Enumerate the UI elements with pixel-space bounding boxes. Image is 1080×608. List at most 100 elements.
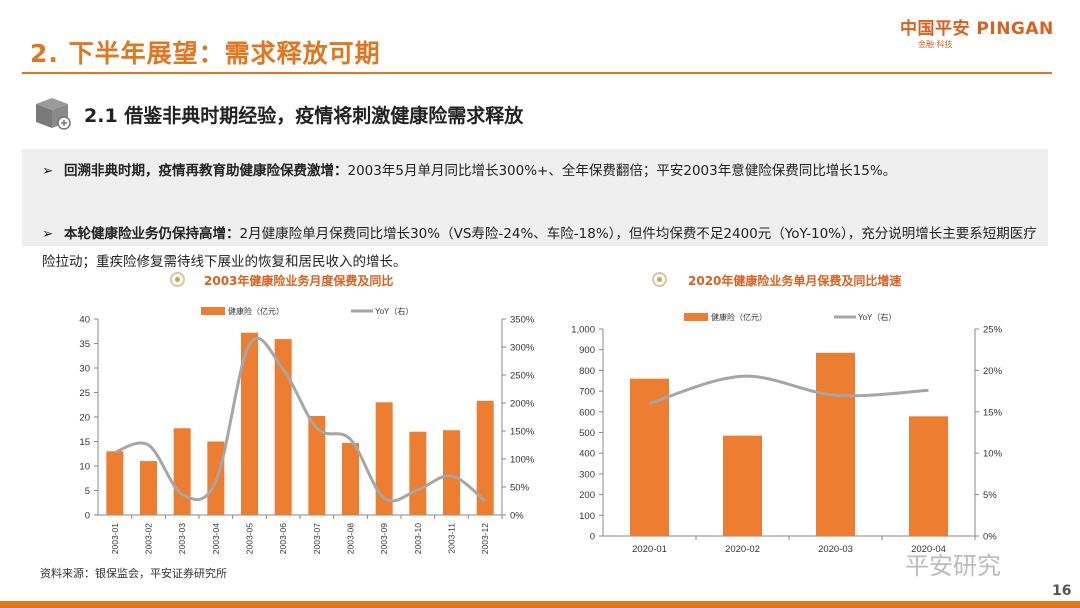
y2-tick-label: 250% <box>510 371 535 382</box>
bullet-2-text: 2月健康险单月保费同比增长30%（VS寿险-24%、车险-18%），但件均保费不… <box>42 226 1037 270</box>
arrow-bullet-icon: ➢ <box>42 226 54 242</box>
logo-cn: 中国平安 <box>900 19 970 39</box>
y2-tick-label: 300% <box>510 343 535 354</box>
bar-2003-03 <box>173 428 191 515</box>
y-tick-label: 600 <box>579 407 595 418</box>
y-tick-label: 20 <box>79 413 90 424</box>
bar-2003-07 <box>308 416 326 515</box>
y2-tick-label: 350% <box>510 315 535 326</box>
chart-2003: 0 5 10 15 20 25 30 35 40 0% 50% 100% 150% 200% 250% 300… <box>79 306 535 554</box>
y-tick-label: 900 <box>579 345 595 356</box>
x-tick-label: 2003-06 <box>278 523 288 554</box>
x-tick-label: 2003-08 <box>346 523 356 554</box>
bar-2003-06 <box>274 339 292 515</box>
bar-2003-01 <box>106 451 124 515</box>
page-title: 2. 下半年展望：需求释放可期 <box>30 39 381 68</box>
section-subheading: 2.1 借鉴非典时期经验，疫情将刺激健康险需求释放 <box>84 105 524 127</box>
chart-title-bullet-icon <box>170 272 185 287</box>
x-tick-label: 2003-12 <box>480 523 490 554</box>
x-tick-label: 2003-03 <box>177 523 187 554</box>
bullet-1: ➢ 回溯非典时期，疫情再教育助健康险保费激增：2003年5月单月同比增长300%+… <box>42 157 1042 185</box>
bullet-2: ➢ 本轮健康险业务仍保持高增：2月健康险单月保费同比增长30%（VS寿险-24%、… <box>42 220 1042 276</box>
source-note: 资料来源：银保监会，平安证券研究所 <box>40 567 227 580</box>
y2-tick-label: 20% <box>983 366 1003 377</box>
yoy-line <box>114 336 487 503</box>
y2-tick-label: 150% <box>510 427 535 438</box>
bar-2003-11 <box>443 430 460 515</box>
bar-2003-02 <box>140 461 157 515</box>
y-tick-label: 5 <box>85 486 90 497</box>
yoy-line <box>649 374 929 405</box>
legend-bar-label: 健康险（亿元） <box>711 312 767 322</box>
y-tick-label: 0 <box>85 511 90 522</box>
y-tick-label: 200 <box>579 490 595 501</box>
x-tick-label: 2003-05 <box>245 523 255 554</box>
y-tick-label: 700 <box>579 387 595 398</box>
x-tick-label: 2020-04 <box>911 544 946 555</box>
y-tick-label: 35 <box>79 339 90 350</box>
bar-2020-02 <box>723 435 762 536</box>
y-tick-label: 30 <box>79 364 90 375</box>
y2-tick-label: 0% <box>983 532 997 543</box>
x-tick-label: 2020-02 <box>725 544 760 555</box>
bullet-1-text: 2003年5月单月同比增长300%+、全年保费翻倍；平安2003年意健险保费同比… <box>347 163 897 179</box>
y-tick-label: 500 <box>579 428 595 439</box>
bullet-2-heading: 本轮健康险业务仍保持高增： <box>64 226 240 242</box>
legend-bar-swatch <box>684 313 708 321</box>
chart1-title: 2003年健康险业务月度保费及同比 <box>204 274 394 288</box>
y2-tick-label: 100% <box>510 455 535 466</box>
y-tick-label: 100 <box>579 511 595 522</box>
y-tick-label: 0 <box>590 532 595 543</box>
bar-2003-12 <box>476 400 494 515</box>
y2-tick-label: 15% <box>983 407 1003 418</box>
summary-box <box>22 149 1048 246</box>
y-tick-label: 15 <box>79 437 90 448</box>
x-tick-label: 2003-01 <box>110 523 120 554</box>
y-tick-label: 10 <box>79 462 90 473</box>
bar-2003-09 <box>375 402 393 515</box>
y-tick-label: 800 <box>579 366 595 377</box>
bar-2003-10 <box>409 431 427 515</box>
y-tick-label: 40 <box>79 315 90 326</box>
logo-en: PINGAN <box>976 19 1054 39</box>
x-tick-label: 2020-01 <box>632 544 667 555</box>
x-tick-label: 2003-04 <box>211 523 221 554</box>
y-tick-label: 25 <box>79 388 90 399</box>
bar-2020-03 <box>816 352 855 536</box>
legend-line-label: YoY（右） <box>375 306 413 316</box>
chart-2020: 0 100 200 300 400 500 600 700 800 900 1,000 0% 5% 10%… <box>571 312 1003 555</box>
arrow-bullet-icon: ➢ <box>42 163 54 179</box>
bottom-bar <box>0 601 1080 608</box>
x-tick-label: 2003-11 <box>447 523 457 554</box>
chart-title-bullet-icon <box>652 272 667 287</box>
y2-tick-label: 200% <box>510 399 535 410</box>
x-tick-label: 2003-09 <box>379 523 389 554</box>
x-tick-label: 2020-03 <box>818 544 853 555</box>
y2-tick-label: 5% <box>983 490 997 501</box>
page-number: 16 <box>1052 583 1072 599</box>
pingan-logo: 中国平安 PINGAN 金融·科技 <box>900 14 1054 50</box>
y2-tick-label: 50% <box>510 483 530 494</box>
chart2-title: 2020年健康险业务单月保费及同比增速 <box>688 274 902 288</box>
x-tick-label: 2003-07 <box>312 523 322 554</box>
y2-tick-label: 25% <box>983 325 1003 336</box>
legend-line-label: YoY（右） <box>858 312 896 322</box>
bullet-1-heading: 回溯非典时期，疫情再教育助健康险保费激增： <box>64 163 348 179</box>
box-icon <box>36 98 71 130</box>
y2-tick-label: 0% <box>510 511 524 522</box>
bar-2003-08 <box>342 442 359 515</box>
y2-tick-label: 10% <box>983 449 1003 460</box>
bar-2003-05 <box>241 332 258 515</box>
logo-sub: 金融·科技 <box>918 40 953 49</box>
x-tick-label: 2003-02 <box>144 523 154 554</box>
bar-2020-04 <box>909 416 948 536</box>
watermark: 平安研究 <box>905 552 1001 580</box>
y-tick-label: 1,000 <box>571 325 595 336</box>
legend-bar-label: 健康险（亿元） <box>228 306 284 316</box>
y-tick-label: 300 <box>579 469 595 480</box>
legend-bar-swatch <box>201 307 225 315</box>
title-divider <box>22 72 1052 74</box>
x-tick-label: 2003-10 <box>413 523 423 554</box>
bar-2020-01 <box>630 378 669 536</box>
y-tick-label: 400 <box>579 449 595 460</box>
